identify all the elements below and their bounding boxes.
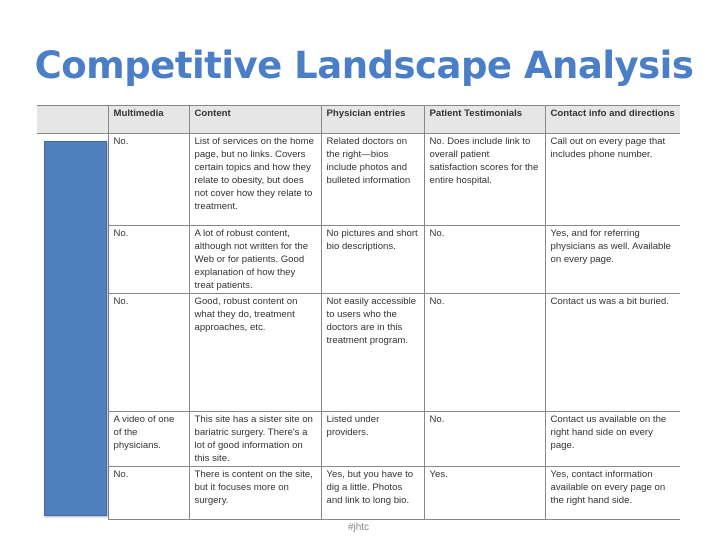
table-cell: Listed under providers. [320, 411, 425, 467]
table-cell: Good, robust content on what they do, tr… [188, 293, 322, 412]
header-multimedia: Multimedia [107, 105, 190, 134]
table-cell: No. [107, 466, 190, 520]
table-cell: Yes, but you have to dig a little. Photo… [320, 466, 425, 520]
table-cell: Not easily accessible to users who the d… [320, 293, 425, 412]
header-cell [37, 105, 109, 134]
table-row: No. A lot of robust content, although no… [37, 225, 680, 294]
table-cell: Yes. [423, 466, 546, 520]
table-cell: No pictures and short bio descriptions. [320, 225, 425, 294]
table-cell: No. [107, 225, 190, 294]
table-cell: A video of one of the physicians. [107, 411, 190, 467]
table-cell: No. [107, 133, 190, 226]
table-cell: Contact us was a bit buried. [544, 293, 680, 412]
table-cell: A lot of robust content, although not wr… [188, 225, 322, 294]
table-cell: Related doctors on the right—bios includ… [320, 133, 425, 226]
table-row: No. There is content on the site, but it… [37, 466, 680, 520]
table-cell: Call out on every page that includes pho… [544, 133, 680, 226]
table-cell: Contact us available on the right hand s… [544, 411, 680, 467]
footer-hashtag: #jhtc [347, 522, 370, 533]
header-content: Content [188, 105, 322, 134]
table-row: A video of one of the physicians. This s… [37, 411, 680, 467]
table-box: Multimedia Content Physician entries Pat… [37, 105, 680, 520]
table-cell: This site has a sister site on bariatric… [188, 411, 322, 467]
header-patient-testimonials: Patient Testimonials [423, 105, 546, 134]
header-physician-entries: Physician entries [320, 105, 425, 134]
table-cell: Yes, contact information available on ev… [544, 466, 680, 520]
comparison-table: Multimedia Content Physician entries Pat… [37, 105, 680, 520]
slide-title: Competitive Landscape Analysis [34, 44, 694, 87]
table-cell: No. [107, 293, 190, 412]
table-area: Multimedia Content Physician entries Pat… [37, 105, 680, 534]
table-cell: No. [423, 293, 546, 412]
table-cell: No. [423, 225, 546, 294]
table-cell: Yes, and for referring physicians as wel… [544, 225, 680, 294]
table-cell: No. Does include link to overall patient… [423, 133, 546, 226]
table-header-row: Multimedia Content Physician entries Pat… [37, 105, 680, 134]
table-row: No. List of services on the home page, b… [37, 133, 680, 226]
table-row: No. Good, robust content on what they do… [37, 293, 680, 412]
header-contact-info: Contact info and directions [544, 105, 680, 134]
table-cell: There is content on the site, but it foc… [188, 466, 322, 520]
table-cell: List of services on the home page, but n… [188, 133, 322, 226]
redaction-box [44, 141, 107, 516]
table-cell: No. [423, 411, 546, 467]
